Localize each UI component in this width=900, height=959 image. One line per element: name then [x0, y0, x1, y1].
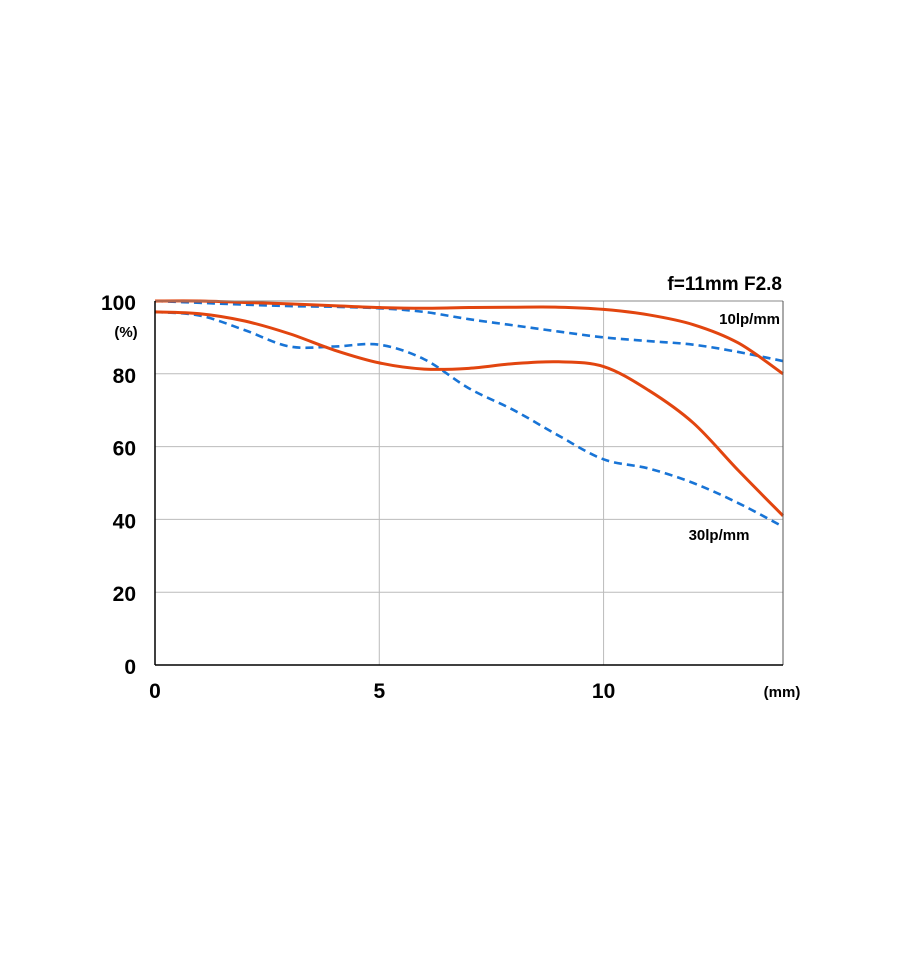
y-tick-label: 100 [101, 292, 136, 315]
series-line-1-solid [154, 299, 784, 376]
y-tick-label: 40 [113, 510, 136, 533]
annotation-30lp: 30lp/mm [689, 527, 750, 544]
series-line-2-dashed [154, 299, 784, 363]
x-axis-unit-label: (mm) [764, 684, 801, 701]
series-line-4-dashed [154, 310, 784, 528]
chart-title: f=11mm F2.8 [667, 274, 782, 295]
y-tick-label: 20 [113, 583, 136, 606]
x-tick-label: 0 [149, 680, 161, 703]
y-tick-label: 60 [113, 438, 136, 461]
series-lines [154, 299, 785, 528]
series-line-3-solid [154, 310, 785, 517]
axes-frame [154, 300, 784, 666]
y-tick-label: 0 [124, 656, 136, 679]
y-axis-unit-label: (%) [114, 324, 137, 341]
y-tick-label: 80 [113, 365, 136, 388]
x-tick-label: 5 [373, 680, 385, 703]
annotation-10lp: 10lp/mm [719, 311, 780, 328]
x-tick-label: 10 [592, 680, 615, 703]
tick-labels: 0 20 40 60 80 100 0 5 10 [101, 292, 615, 703]
grid-lines [155, 301, 783, 665]
